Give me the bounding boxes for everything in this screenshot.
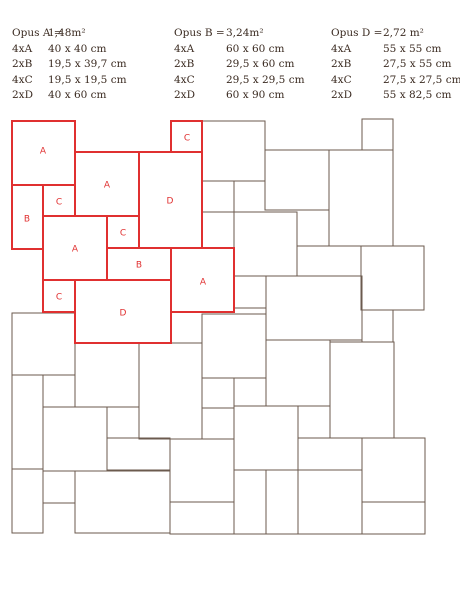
tile [233, 405, 299, 471]
tile-label-d: D [120, 309, 127, 319]
legend-qty: 2xD [174, 89, 196, 101]
legend-qty: 2xB [331, 58, 352, 70]
legend-size: 19,5 x 39,7 cm [48, 58, 127, 70]
tile [11, 468, 44, 534]
tile [233, 211, 298, 277]
tile [329, 341, 395, 439]
legend-qty: 4xA [331, 42, 352, 55]
tile [297, 437, 363, 471]
legend-size: 60 x 60 cm [226, 42, 285, 55]
tile-label-c: C [120, 229, 126, 239]
legend-row: 2xB 27,5 x 55 cm [331, 57, 460, 73]
tile [201, 120, 266, 182]
tile [297, 405, 331, 439]
legend-header-label: Opus D = [331, 27, 383, 39]
tile [361, 309, 394, 343]
legend-header-value: 2,72 m² [383, 27, 424, 39]
tile-label-a: A [200, 278, 207, 288]
legend-opus-d: Opus D = 2,72 m² 4xA 55 x 55 cm 2xB 27,5 x… [331, 26, 460, 104]
tile [169, 438, 235, 503]
tile [361, 118, 394, 151]
legend-qty: 4xC [331, 73, 352, 86]
tile [328, 149, 394, 247]
legend-header-value: 1,48m² [48, 27, 86, 39]
tile [360, 245, 425, 311]
legend-row: 2xD 55 x 82,5 cm [331, 88, 460, 104]
legend-size: 19,5 x 19,5 cm [48, 73, 127, 86]
tile [138, 342, 203, 440]
tile-label-c: C [184, 134, 190, 144]
legend-size: 29,5 x 29,5 cm [226, 73, 305, 86]
tile [264, 149, 330, 211]
tile [233, 275, 267, 309]
legend-opus-a: Opus A = 1,48m² 4xA 40 x 40 cm 2xB 19,5 x … [12, 26, 127, 104]
legend-qty: 4xA [12, 42, 33, 55]
tile [361, 437, 426, 503]
legend-qty: 4xC [174, 73, 195, 86]
tile [42, 470, 76, 504]
tile [74, 470, 171, 534]
legend-row: 2xD 60 x 90 cm [174, 88, 305, 104]
legend-row: 4xC 29,5 x 29,5 cm [174, 73, 305, 89]
legend-row: 4xA 40 x 40 cm [12, 42, 127, 58]
legend-header-value: 3,24m² [226, 27, 264, 39]
tile-label-a: A [72, 245, 79, 255]
tile [361, 501, 426, 535]
legend-row: 2xD 40 x 60 cm [12, 88, 127, 104]
legend-row: 4xC 19,5 x 19,5 cm [12, 73, 127, 89]
tile-label-a: A [40, 147, 47, 157]
tile [201, 377, 235, 409]
tile [169, 501, 235, 535]
legend-header: Opus A = 1,48m² [12, 26, 127, 42]
legend-qty: 2xD [12, 89, 34, 101]
legend-size: 40 x 40 cm [48, 42, 107, 55]
highlight-labels: A C A D B C A C B A C D [24, 134, 207, 319]
tile [265, 275, 363, 341]
legend-size: 29,5 x 60 cm [226, 58, 295, 70]
legend-row: 4xA 55 x 55 cm [331, 42, 460, 58]
legend-qty: 4xA [174, 42, 195, 55]
legend-qty: 4xC [12, 73, 33, 86]
legend-qty: 2xB [174, 58, 195, 70]
tile-label-c: C [56, 293, 62, 303]
tile [42, 406, 108, 472]
legend-size: 27,5 x 27,5 cm [383, 73, 460, 86]
legend-size: 27,5 x 55 cm [383, 58, 452, 70]
legend-opus-b: Opus B = 3,24m² 4xA 60 x 60 cm 2xB 29,5 x … [174, 26, 305, 104]
highlighted-tiles [11, 120, 235, 344]
tile [201, 180, 235, 213]
tile-label-a: A [104, 181, 111, 191]
tile [296, 245, 362, 277]
highlight-tile-d [74, 279, 172, 344]
tile [74, 342, 140, 408]
tile [201, 313, 267, 379]
legend-row: 2xB 29,5 x 60 cm [174, 57, 305, 73]
legend-size: 55 x 82,5 cm [383, 89, 452, 101]
legend-qty: 2xB [12, 58, 33, 70]
tile-label-c: C [56, 198, 62, 208]
tile [11, 312, 76, 376]
legend-row: 4xC 27,5 x 27,5 cm [331, 73, 460, 89]
tile-label-d: D [167, 197, 174, 207]
tile-label-b: B [136, 261, 142, 271]
legend-row: 2xB 19,5 x 39,7 cm [12, 57, 127, 73]
legend-header: Opus D = 2,72 m² [331, 26, 460, 42]
tile-label-b: B [24, 215, 30, 225]
legend-header-label: Opus B = [174, 27, 225, 39]
tile [11, 374, 44, 470]
background-tiles [11, 118, 426, 535]
legend-size: 40 x 60 cm [48, 89, 107, 101]
legend-size: 60 x 90 cm [226, 89, 285, 101]
legend-size: 55 x 55 cm [383, 42, 442, 55]
tile [265, 469, 363, 535]
tile [106, 406, 140, 439]
legend-qty: 2xD [331, 89, 353, 101]
legend-row: 4xA 60 x 60 cm [174, 42, 305, 58]
tile [106, 437, 171, 471]
tile [265, 339, 331, 407]
legend-header: Opus B = 3,24m² [174, 26, 305, 42]
